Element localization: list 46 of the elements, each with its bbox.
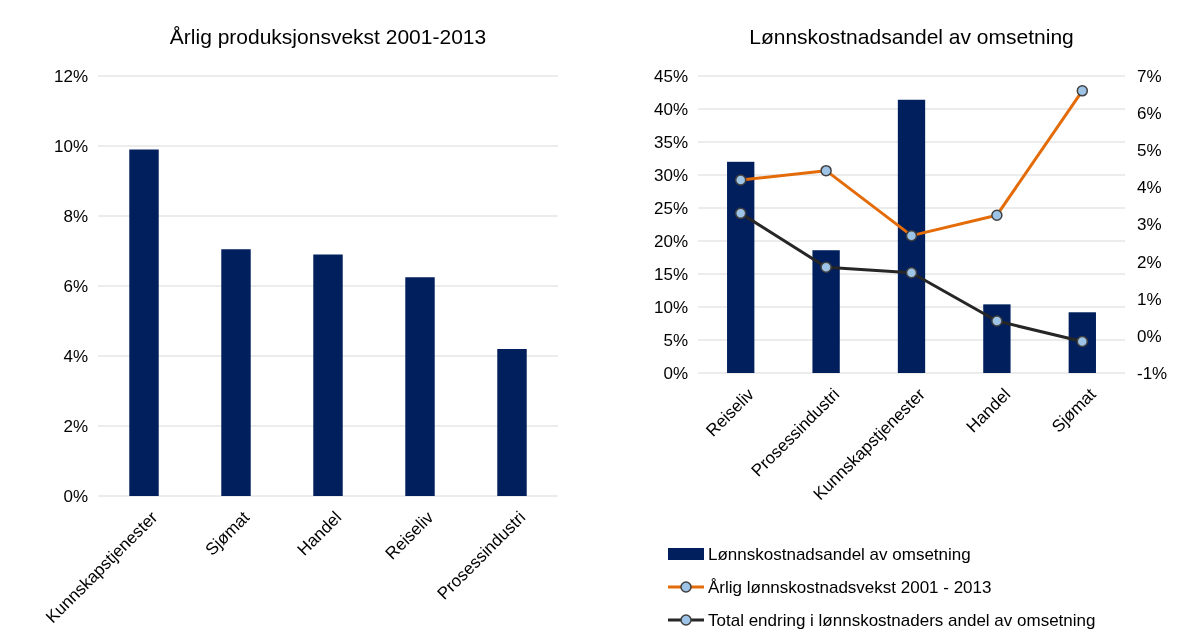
bar (727, 161, 755, 373)
y2-tick-label: 3% (1137, 215, 1162, 235)
y-tick-label: 2% (63, 416, 88, 436)
bar (497, 349, 527, 496)
y-tick-label: 25% (653, 198, 688, 218)
y-tick-label: 8% (63, 206, 88, 226)
y-tick-label: 0% (663, 363, 688, 383)
y-tick-label: 15% (653, 264, 688, 284)
bar (897, 99, 926, 373)
chart-title: Lønnskostnadsandel av omsetning (749, 25, 1074, 48)
y-tick-label: 5% (663, 330, 688, 350)
y-tick-label: 40% (653, 99, 688, 119)
y-tick-label: 20% (653, 231, 688, 251)
y2-tick-label: 5% (1137, 141, 1162, 161)
point (734, 207, 747, 220)
bar (983, 304, 1011, 373)
y-tick-label: 45% (653, 66, 688, 86)
chart-title: Årlig produksjonsvekst 2001-2013 (169, 25, 487, 48)
y2-tick-label: 6% (1137, 104, 1162, 124)
y-tick-label: 10% (653, 297, 688, 317)
y2-tick-label: 1% (1137, 289, 1162, 309)
point (991, 315, 1003, 327)
y-tick-label: 12% (53, 66, 88, 86)
y-tick-label: 0% (63, 486, 88, 506)
y2-tick-label: 2% (1137, 252, 1162, 272)
point (820, 261, 832, 273)
y-tick-label: 30% (653, 165, 688, 185)
y2-tick-label: 0% (1137, 326, 1162, 346)
legend-label: Årlig lønnskostnadsvekst 2001 - 2013 (708, 577, 992, 597)
legend-label: Total endring i lønnskostnaders andel av omsetning (708, 610, 1096, 630)
y2-tick-label: 7% (1137, 66, 1162, 86)
bar (313, 254, 343, 496)
point (1076, 335, 1089, 348)
bar (129, 149, 159, 496)
y-tick-label: 35% (653, 132, 688, 152)
bar (221, 249, 251, 496)
y-tick-label: 6% (63, 276, 88, 296)
point (905, 267, 918, 279)
bar (1068, 312, 1096, 373)
y-tick-label: 10% (53, 136, 88, 156)
legend-label: Lønnskostnadsandel av omsetning (708, 544, 971, 564)
bar (812, 250, 840, 373)
bar (405, 277, 435, 496)
y2-tick-label: 4% (1137, 178, 1162, 198)
y-tick-label: 4% (63, 346, 88, 366)
y2-tick-label: -1% (1137, 363, 1168, 383)
